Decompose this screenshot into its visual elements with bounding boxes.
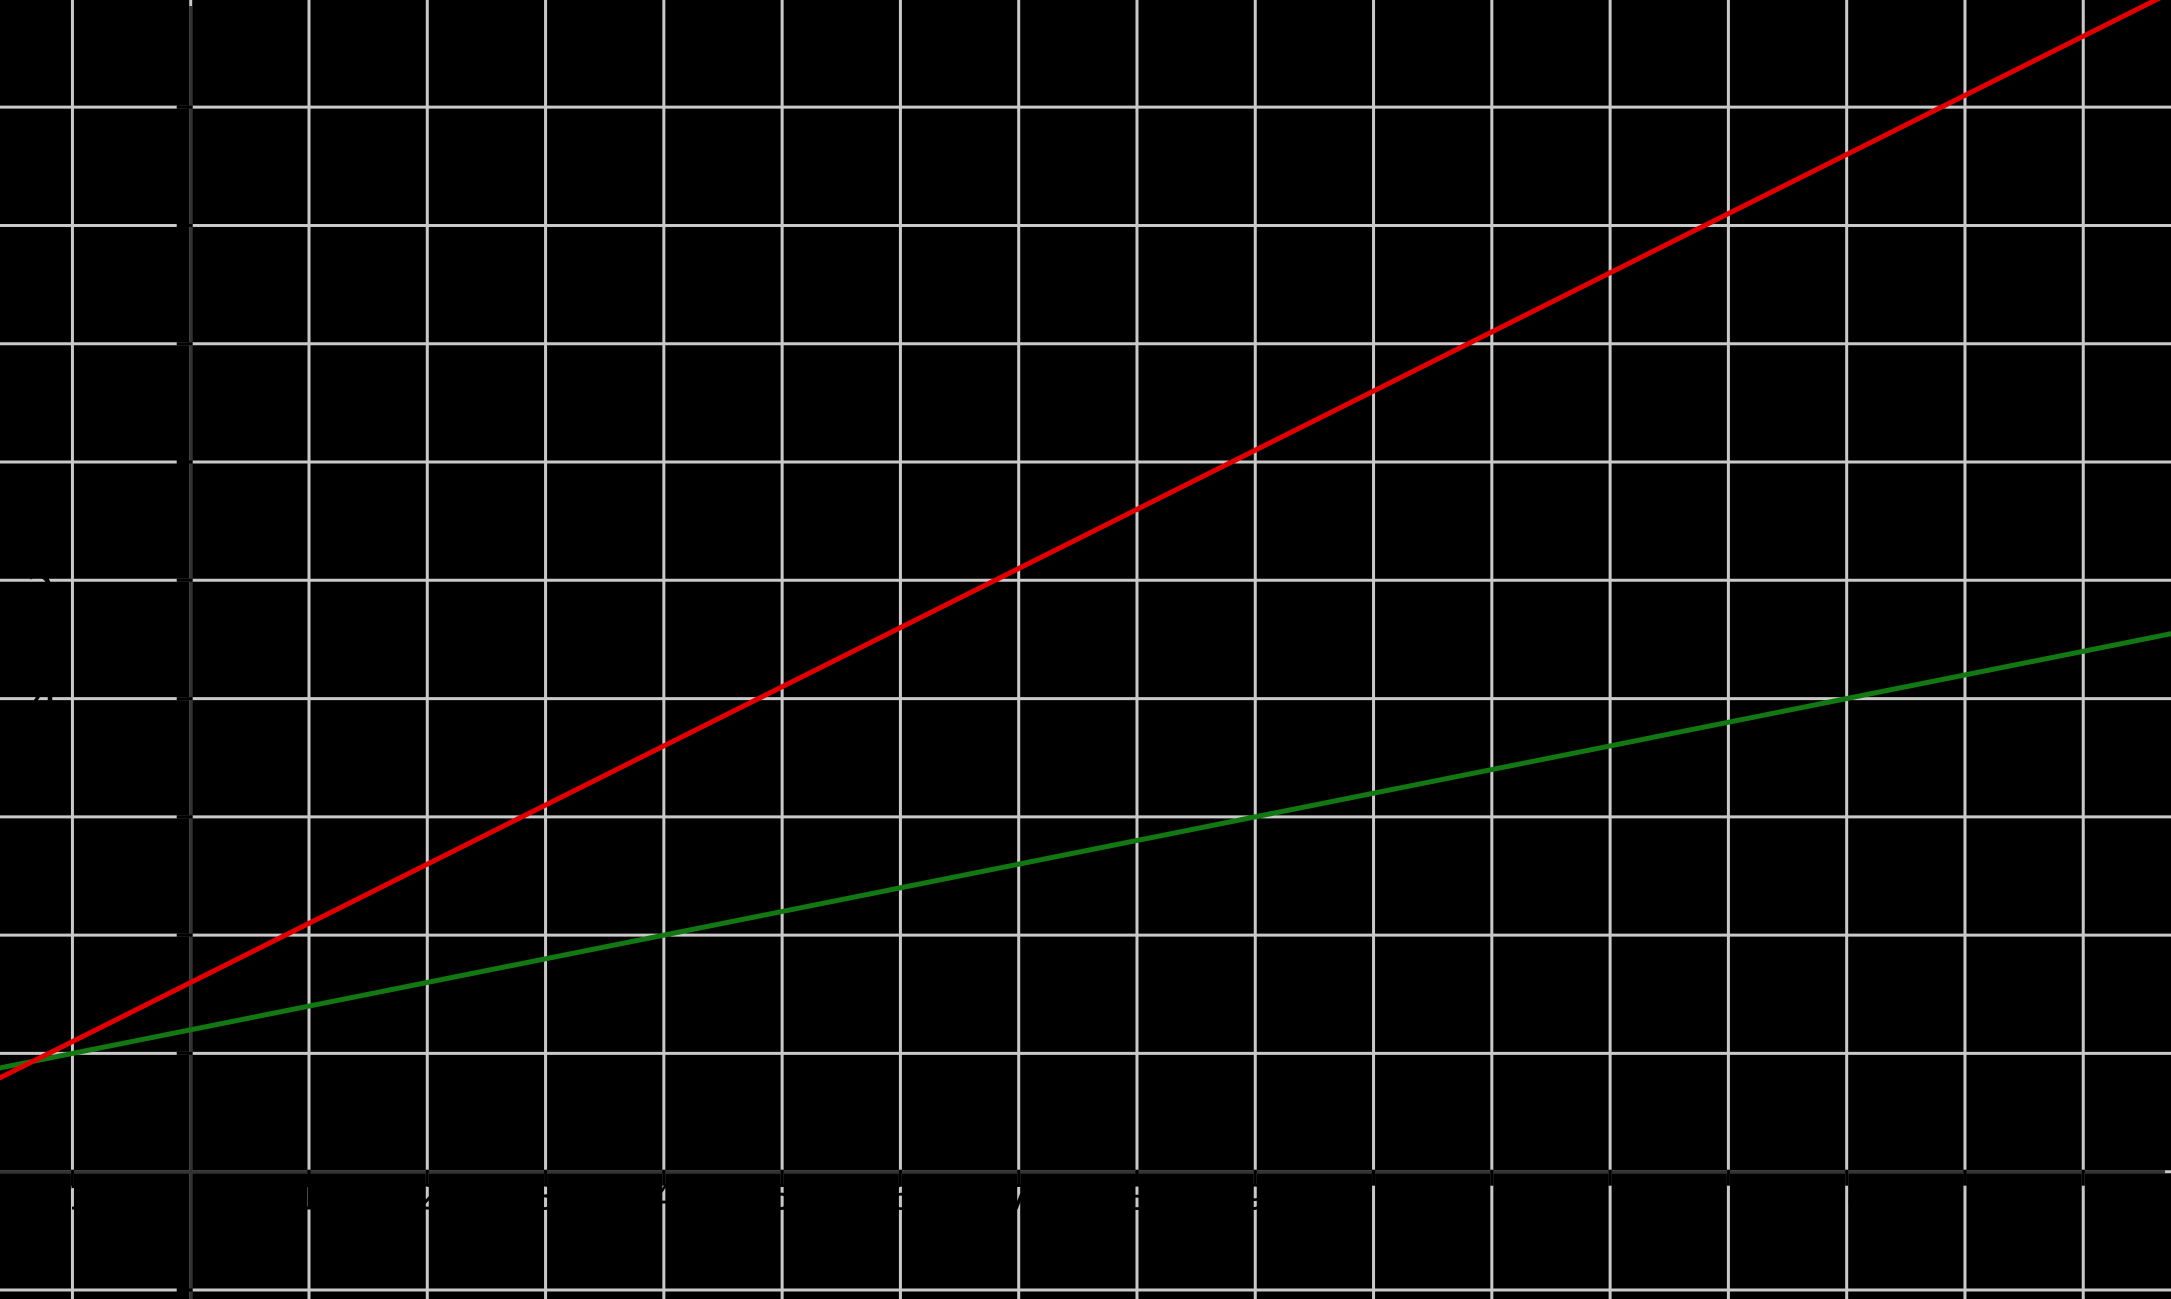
x-axis-label: -1 [55,1179,90,1219]
x-axis-label: 9 [1244,1179,1266,1219]
x-axis-label: 15 [1943,1179,1988,1219]
x-axis-label: 5 [771,1179,793,1219]
green-line [0,631,2171,1071]
x-axis-label: 2 [416,1179,438,1219]
x-axis-label: 16 [2061,1179,2106,1219]
x-axis-label: 6 [889,1179,911,1219]
red-line [0,0,2162,1081]
y-axis-label: 4 [30,672,59,726]
x-axis-label: 14 [1824,1179,1869,1219]
x-axis-label: 12 [1588,1179,1633,1219]
x-axis-label: 0 [154,1179,176,1219]
x-axis-label: 8 [1126,1179,1148,1219]
x-axis-label: 7 [1008,1179,1030,1219]
x-axis-label: 4 [653,1179,675,1219]
x-axis-label: 11 [1470,1179,1515,1219]
x-axis-label: 13 [1706,1179,1751,1219]
x-axis-label: 10 [1351,1179,1396,1219]
x-axis-label: 1 [298,1179,320,1219]
x-axis-label: 3 [534,1179,556,1219]
y-axis-label: 5 [25,553,54,607]
